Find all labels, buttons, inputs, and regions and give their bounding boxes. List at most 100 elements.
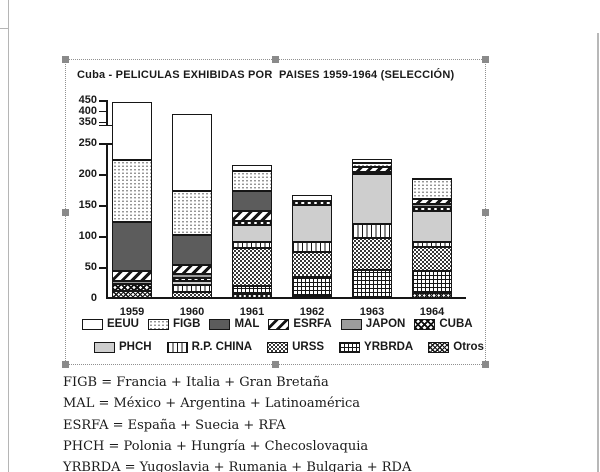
chart-title: Cuba - PELICULAS EXHIBIDAS POR PAISES 19…: [77, 69, 455, 81]
y-axis-break-cap-upper: [99, 124, 113, 126]
bar-1962-segment-eeuu: [292, 195, 332, 202]
legend-label: CUBA: [439, 318, 473, 330]
bar-1964-segment-figb: [412, 178, 452, 199]
legend-item-figb: FIGB: [147, 318, 200, 330]
bar-1959-segment-cuba: [112, 283, 152, 291]
x-axis-label-1959: 1959: [119, 306, 145, 318]
legend-label: Otros: [453, 341, 484, 353]
y-tick-400: [99, 110, 106, 113]
legend-swatch-empty-icon: [82, 318, 103, 330]
legend-swatch-med-icon: [340, 318, 362, 330]
y-tick-350: [99, 121, 106, 123]
legend-label: JAPON: [365, 318, 406, 330]
selection-handle-top-right[interactable]: [482, 56, 489, 63]
legend-item-phch: PHCH: [94, 341, 152, 353]
bar-1960-segment-cuba: [172, 278, 212, 282]
bar-1959-segment-japon: [112, 280, 152, 284]
bar-1964-segment-urss: [412, 246, 452, 272]
y-tick-150: [99, 205, 106, 207]
bar-1962-segment-urss: [292, 252, 332, 277]
selection-handle-middle-left[interactable]: [62, 209, 69, 216]
bar-1963-segment-cuba: [352, 172, 392, 175]
y-axis-upper: [106, 100, 108, 126]
y-tick-label-0: 0: [90, 292, 97, 304]
x-axis-label-1964: 1964: [419, 306, 445, 318]
legend-swatch-dark-icon: [209, 318, 231, 330]
bar-1959-segment-esrfa: [112, 271, 152, 281]
bar-1962-segment-otros: [292, 295, 332, 298]
footnotes: FIGB = Francia + Italia + Gran Bretaña M…: [63, 372, 411, 472]
bar-1959-segment-eeuu: [112, 101, 152, 160]
bar-1960-segment-japon: [172, 274, 212, 279]
footnote-line: FIGB = Francia + Italia + Gran Bretaña: [63, 375, 329, 390]
bar-1960-segment-esrfa: [172, 264, 212, 275]
legend-label: R.P. CHINA: [191, 341, 253, 353]
bar-1960-segment-urss: [172, 291, 212, 298]
bar-1963-segment-yrbrda: [352, 270, 392, 298]
bar-1964-segment-r-p-china: [412, 241, 452, 247]
x-axis-label-1963: 1963: [359, 306, 385, 318]
bar-1964-segment-cuba: [412, 206, 452, 211]
legend-swatch-vlines-icon: [166, 341, 188, 353]
bar-1962-segment-phch: [292, 205, 332, 243]
bar-1962-segment-cuba: [292, 201, 332, 205]
legend-label: URSS: [292, 341, 325, 353]
y-tick-label-200: 200: [78, 168, 97, 180]
bar-1964-segment-japon: [412, 203, 452, 207]
legend-row-1: EEUU FIGB MAL ESRFA JAPON CUBA: [82, 318, 473, 330]
y-tick-label-250: 250: [78, 137, 97, 149]
bar-1963-segment-r-p-china: [352, 223, 392, 239]
y-tick-label-150: 150: [78, 199, 97, 211]
footnote-line: ESRFA = España + Suecia + RFA: [63, 417, 286, 433]
y-tick-450: [99, 100, 106, 102]
legend-swatch-cross-icon: [428, 341, 450, 353]
legend-item-eeuu: EEUU: [82, 318, 139, 330]
legend-swatch-stripes-icon: [268, 318, 290, 330]
bar-1964-segment-esrfa: [412, 198, 452, 204]
bar-1960-segment-phch: [172, 281, 212, 285]
bar-1963-segment-esrfa: [352, 166, 392, 173]
bar-1961-segment-mal: [232, 190, 272, 212]
x-axis-label-1961: 1961: [239, 306, 265, 318]
selection-handle-bottom-right[interactable]: [482, 361, 489, 368]
selection-handle-bottom-center[interactable]: [272, 361, 279, 368]
left-margin-tick: [0, 28, 9, 29]
bar-1961-segment-eeuu: [232, 164, 272, 171]
selected-chart-image[interactable]: Cuba - PELICULAS EXHIBIDAS POR PAISES 19…: [65, 59, 486, 365]
y-tick-label-50: 50: [84, 261, 97, 273]
selection-handle-top-center[interactable]: [272, 56, 279, 63]
y-axis-break-cap-lower: [99, 143, 113, 145]
left-margin-guide: [8, 0, 9, 472]
bar-1960-segment-figb: [172, 191, 212, 235]
bar-1964-segment-eeuu: [412, 177, 452, 180]
bar-1964-segment-otros: [412, 293, 452, 298]
y-tick-50: [99, 267, 106, 269]
page-right-edge: [597, 33, 599, 472]
bar-1960-segment-eeuu: [172, 113, 212, 192]
bar-1963-segment-figb: [352, 163, 392, 167]
bar-1961-segment-cuba: [232, 221, 272, 226]
legend-item-esrfa: ESRFA: [268, 318, 332, 330]
bar-1963-segment-eeuu: [352, 158, 392, 164]
y-tick-label-400: 400: [78, 104, 97, 117]
y-tick-label-450: 450: [78, 94, 97, 106]
legend-item-cuba: CUBA: [414, 318, 473, 330]
bar-1961-segment-phch: [232, 225, 272, 242]
legend-item-urss: URSS: [267, 341, 324, 353]
bar-1959-segment-figb: [112, 159, 152, 222]
bar-1962-segment-r-p-china: [292, 242, 332, 253]
legend-item-r-p-china: R.P. CHINA: [166, 341, 253, 353]
legend-swatch-ddots-icon: [267, 341, 289, 353]
selection-handle-top-left[interactable]: [62, 56, 69, 63]
selection-handle-bottom-left[interactable]: [62, 361, 69, 368]
bar-1961-segment-esrfa: [232, 211, 272, 222]
bar-1961-segment-yrbrda: [232, 286, 272, 294]
selection-handle-middle-right[interactable]: [482, 209, 489, 216]
legend-label: ESRFA: [293, 318, 332, 330]
footnote-line: PHCH = Polonia + Hungría + Checoslovaqui…: [63, 438, 369, 454]
legend-label: PHCH: [119, 341, 152, 353]
legend-item-mal: MAL: [209, 318, 259, 330]
legend-row-2: PHCH R.P. CHINA URSS YRBRDA Otros: [94, 341, 484, 353]
footnote-line: MAL = México + Argentina + Latinoamérica: [63, 396, 361, 412]
